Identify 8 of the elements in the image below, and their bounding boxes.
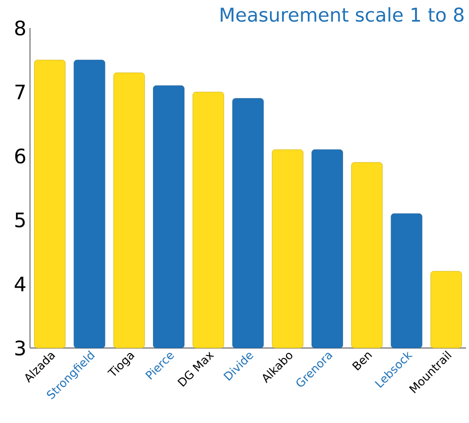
y-tick-label: 3: [15, 340, 25, 356]
chart-title: Measurement scale 1 to 8: [220, 7, 464, 22]
y-tick-label: 6: [15, 148, 26, 164]
y-tick-label: 8: [15, 20, 26, 36]
x-tick-label: Ben: [352, 352, 372, 370]
y-tick-label: 5: [15, 212, 25, 228]
y-tick-label: 4: [14, 276, 26, 292]
y-tick-label: 7: [15, 84, 25, 100]
